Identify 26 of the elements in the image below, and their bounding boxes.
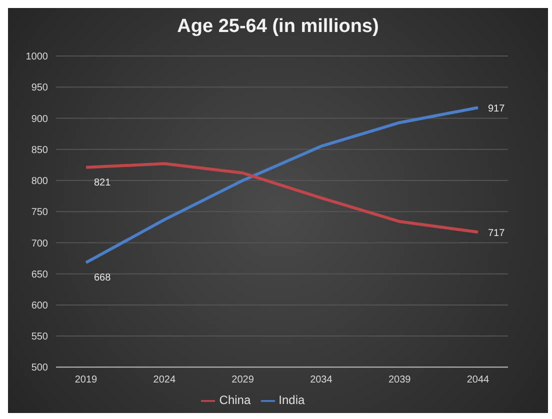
line-series — [84, 106, 480, 264]
y-tick-label: 1000 — [26, 52, 48, 63]
y-tick-label: 800 — [31, 176, 48, 188]
legend-label: China — [219, 393, 251, 408]
data-label: 717 — [488, 228, 506, 240]
y-tick-label: 850 — [31, 144, 48, 156]
y-tick-label: 500 — [31, 362, 48, 374]
line-series — [84, 162, 480, 234]
y-tick-label: 950 — [31, 82, 48, 94]
x-tick-label: 2039 — [388, 374, 412, 386]
y-tick-label: 750 — [31, 207, 48, 218]
x-tick-label: 2019 — [74, 374, 98, 386]
y-tick-label: 700 — [31, 238, 48, 250]
y-tick-label: 550 — [31, 332, 48, 343]
x-tick-label: 2044 — [466, 374, 490, 386]
x-tick-label: 2024 — [153, 374, 176, 386]
data-label: 917 — [488, 104, 506, 115]
y-tick-label: 900 — [31, 114, 48, 125]
x-tick-label: 2034 — [310, 374, 333, 386]
legend-label: India — [278, 393, 305, 408]
chart-title: Age 25-64 (in millions) — [176, 15, 380, 39]
data-label: 821 — [94, 177, 112, 188]
y-tick-label: 650 — [31, 269, 48, 280]
y-tick-label: 600 — [31, 300, 48, 312]
data-label: 668 — [94, 272, 112, 284]
x-tick-label: 2029 — [232, 374, 254, 386]
